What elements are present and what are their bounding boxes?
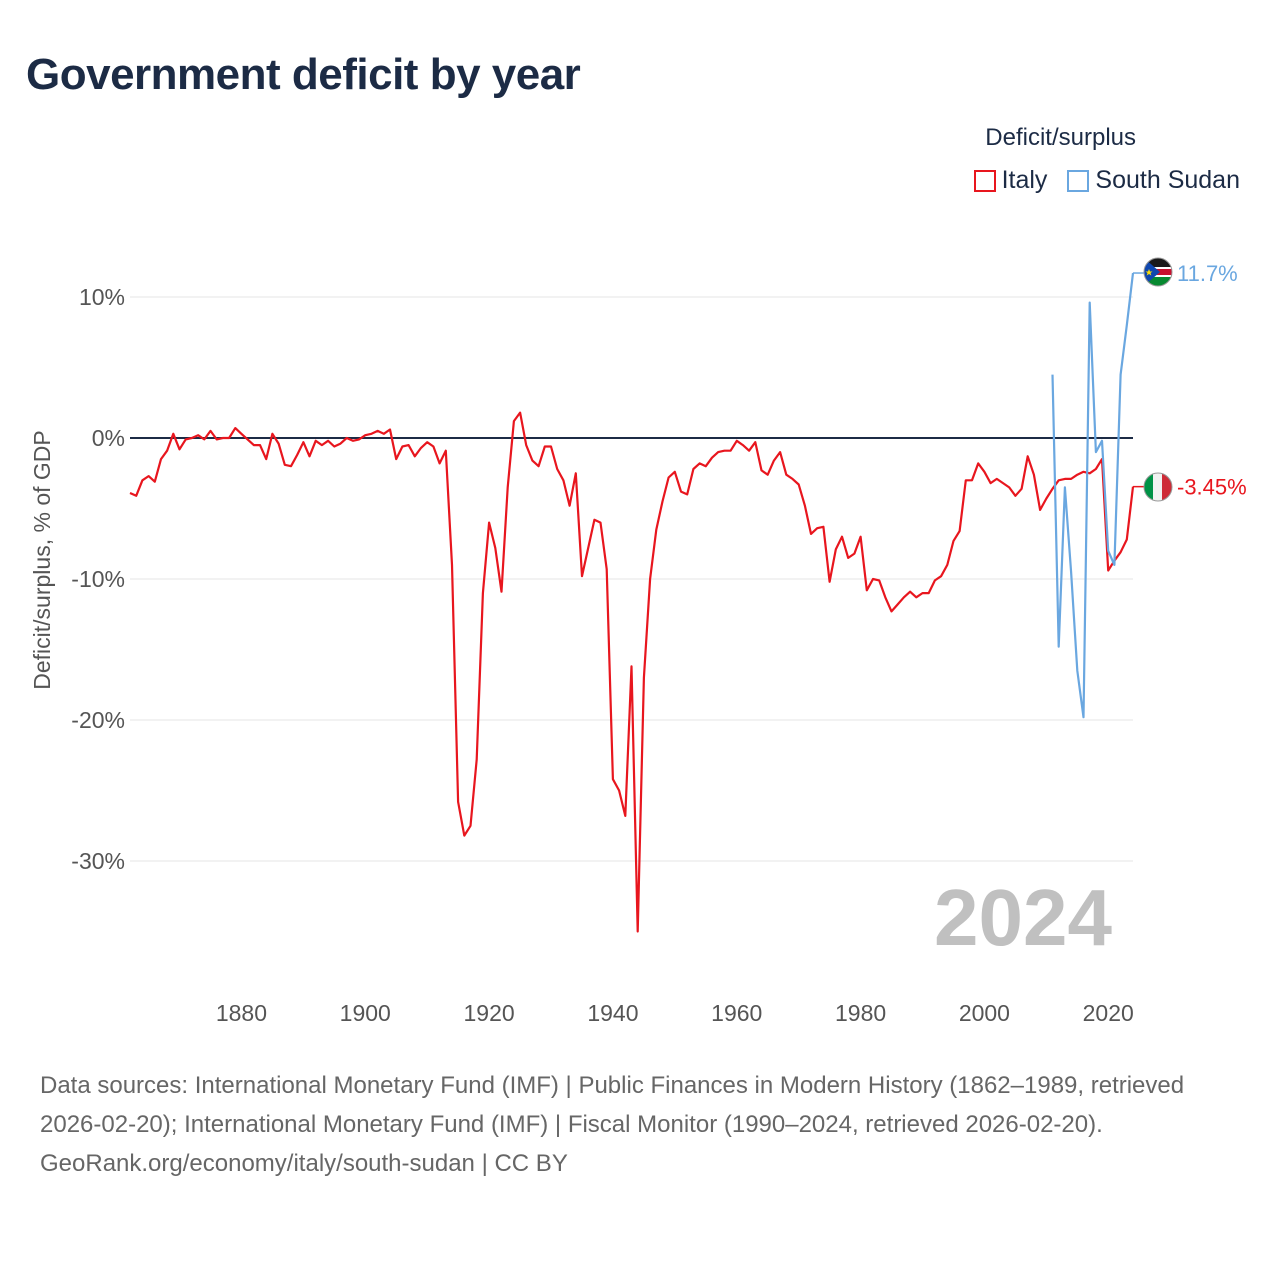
x-tick-label: 1880 — [216, 1000, 267, 1026]
y-tick-label: 10% — [79, 284, 125, 310]
y-axis-title: Deficit/surplus, % of GDP — [29, 430, 55, 689]
south-sudan-flag-icon — [1143, 257, 1173, 287]
y-tick-label: 0% — [92, 425, 125, 451]
legend-swatch-italy — [973, 169, 996, 192]
series-line-italy[interactable] — [129, 411, 1135, 933]
legend-label-italy: Italy — [1001, 166, 1048, 194]
credit-link[interactable]: GeoRank.org/economy/italy/south-sudan | … — [40, 1150, 568, 1177]
current-year-watermark: 2024 — [934, 873, 1112, 962]
x-tick-label: 1960 — [711, 1000, 762, 1026]
data-sources: Data sources: International Monetary Fun… — [40, 1072, 1185, 1138]
legend-label-south-sudan: South Sudan — [1095, 166, 1240, 194]
x-tick-label: 1940 — [587, 1000, 638, 1026]
chart-title: Government deficit by year — [26, 50, 581, 99]
y-tick-label: -30% — [71, 848, 125, 874]
legend-item-south-sudan[interactable]: South Sudan — [1067, 166, 1240, 195]
x-tick-label: 2020 — [1083, 1000, 1134, 1026]
series-line-south-sudan[interactable] — [1051, 272, 1135, 719]
x-tick-label: 1980 — [835, 1000, 886, 1026]
x-tick-label: 2000 — [959, 1000, 1010, 1026]
x-tick-label: 1920 — [464, 1000, 515, 1026]
legend-swatch-south-sudan — [1067, 169, 1090, 192]
end-value-label-south-sudan: 11.7% — [1177, 261, 1238, 286]
italy-flag-icon — [1143, 472, 1173, 502]
x-tick-label: 1900 — [340, 1000, 391, 1026]
legend-title: Deficit/surplus — [985, 124, 1136, 151]
y-tick-label: -20% — [71, 707, 125, 733]
y-tick-label: -10% — [71, 566, 125, 592]
end-value-label-italy: -3.45% — [1177, 475, 1247, 500]
legend: Italy South Sudan — [973, 166, 1240, 195]
line-chart: 10% 0% -10% -20% -30% 1880 1900 1920 1940 1960 198… — [29, 257, 1247, 1026]
legend-item-italy[interactable]: Italy — [973, 166, 1048, 195]
footer: Data sources: International Monetary Fun… — [40, 1066, 1240, 1183]
